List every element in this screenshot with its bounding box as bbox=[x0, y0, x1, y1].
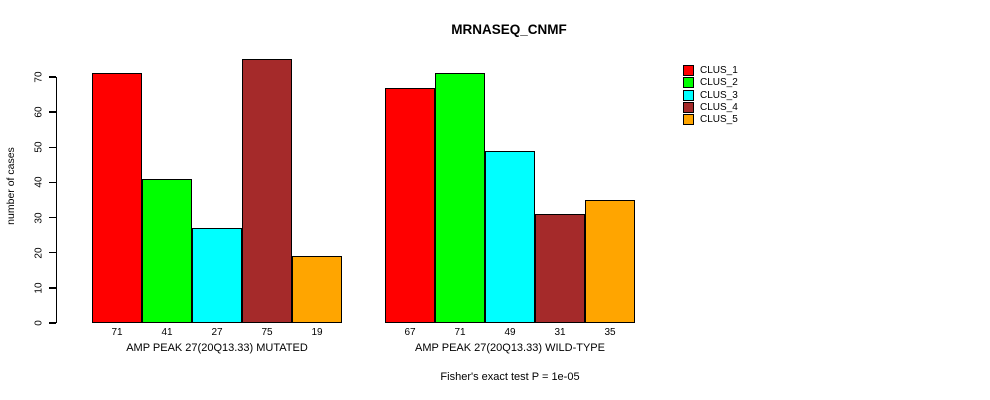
legend-swatch-icon bbox=[683, 89, 694, 101]
y-axis-tick-label: 10 bbox=[33, 282, 45, 294]
y-axis-tick-label: 60 bbox=[33, 106, 45, 118]
fisher-test-annotation: Fisher's exact test P = 1e-05 bbox=[440, 371, 580, 383]
legend-item-clus_2: CLUS_2 bbox=[683, 77, 738, 89]
legend-swatch-icon bbox=[683, 65, 694, 76]
y-axis-tick-label: 0 bbox=[33, 320, 45, 326]
y-axis-tick bbox=[48, 322, 56, 324]
y-axis-tick bbox=[48, 76, 56, 78]
bar-value-label: 49 bbox=[504, 327, 516, 338]
y-axis-tick bbox=[48, 251, 56, 254]
y-axis-tick-label: 30 bbox=[33, 212, 45, 224]
y-axis-tick bbox=[48, 111, 56, 113]
y-axis-tick bbox=[48, 216, 56, 219]
legend-item-clus_1: CLUS_1 bbox=[683, 65, 738, 76]
y-axis-tick-label: 40 bbox=[33, 176, 45, 188]
legend-label: CLUS_2 bbox=[700, 77, 738, 89]
legend-swatch-icon bbox=[683, 114, 694, 126]
legend-label: CLUS_1 bbox=[700, 65, 738, 76]
legend-item-clus_5: CLUS_5 bbox=[683, 114, 738, 126]
bar-value-label: 19 bbox=[311, 327, 323, 338]
bar-clus_3-group1 bbox=[192, 228, 242, 323]
bar-clus_5-group2 bbox=[585, 200, 635, 323]
y-axis-tick-label: 70 bbox=[33, 71, 45, 83]
legend-item-clus_4: CLUS_4 bbox=[683, 101, 738, 113]
bar-clus_1-group2 bbox=[385, 87, 435, 323]
bar-clus_4-group2 bbox=[535, 214, 585, 323]
bar-clus_2-group1 bbox=[142, 178, 192, 323]
bar-value-label: 31 bbox=[554, 327, 566, 338]
x-group-label: AMP PEAK 27(20Q13.33) WILD-TYPE bbox=[415, 342, 605, 354]
bar-clus_2-group2 bbox=[435, 73, 485, 323]
bar-value-label: 27 bbox=[211, 327, 223, 338]
bar-clus_3-group2 bbox=[485, 150, 535, 323]
bar-value-label: 75 bbox=[261, 327, 273, 338]
bar-clus_1-group1 bbox=[92, 73, 142, 323]
y-axis-tick bbox=[48, 287, 56, 289]
y-axis-line bbox=[55, 77, 57, 323]
legend: CLUS_1 CLUS_2 CLUS_3 CLUS_4 CLUS_5 bbox=[683, 65, 738, 126]
y-axis-title: number of cases bbox=[5, 147, 17, 225]
y-axis-tick-label: 50 bbox=[33, 141, 45, 153]
y-axis-tick bbox=[48, 146, 56, 149]
chart-title: MRNASEQ_CNMF bbox=[451, 22, 567, 37]
bar-value-label: 71 bbox=[454, 327, 466, 338]
legend-label: CLUS_4 bbox=[700, 101, 738, 113]
legend-label: CLUS_3 bbox=[700, 89, 738, 101]
legend-item-clus_3: CLUS_3 bbox=[683, 89, 738, 101]
y-axis-tick-label: 20 bbox=[33, 247, 45, 259]
bar-value-label: 67 bbox=[404, 327, 416, 338]
bar-clus_5-group1 bbox=[292, 256, 342, 323]
legend-label: CLUS_5 bbox=[700, 114, 738, 126]
legend-swatch-icon bbox=[683, 101, 694, 113]
bar-value-label: 71 bbox=[111, 327, 123, 338]
y-axis-tick bbox=[48, 181, 56, 184]
legend-swatch-icon bbox=[683, 77, 694, 89]
bar-value-label: 35 bbox=[604, 327, 616, 338]
bar-value-label: 41 bbox=[161, 327, 173, 338]
x-group-label: AMP PEAK 27(20Q13.33) MUTATED bbox=[126, 342, 308, 354]
bar-clus_4-group1 bbox=[242, 59, 292, 323]
